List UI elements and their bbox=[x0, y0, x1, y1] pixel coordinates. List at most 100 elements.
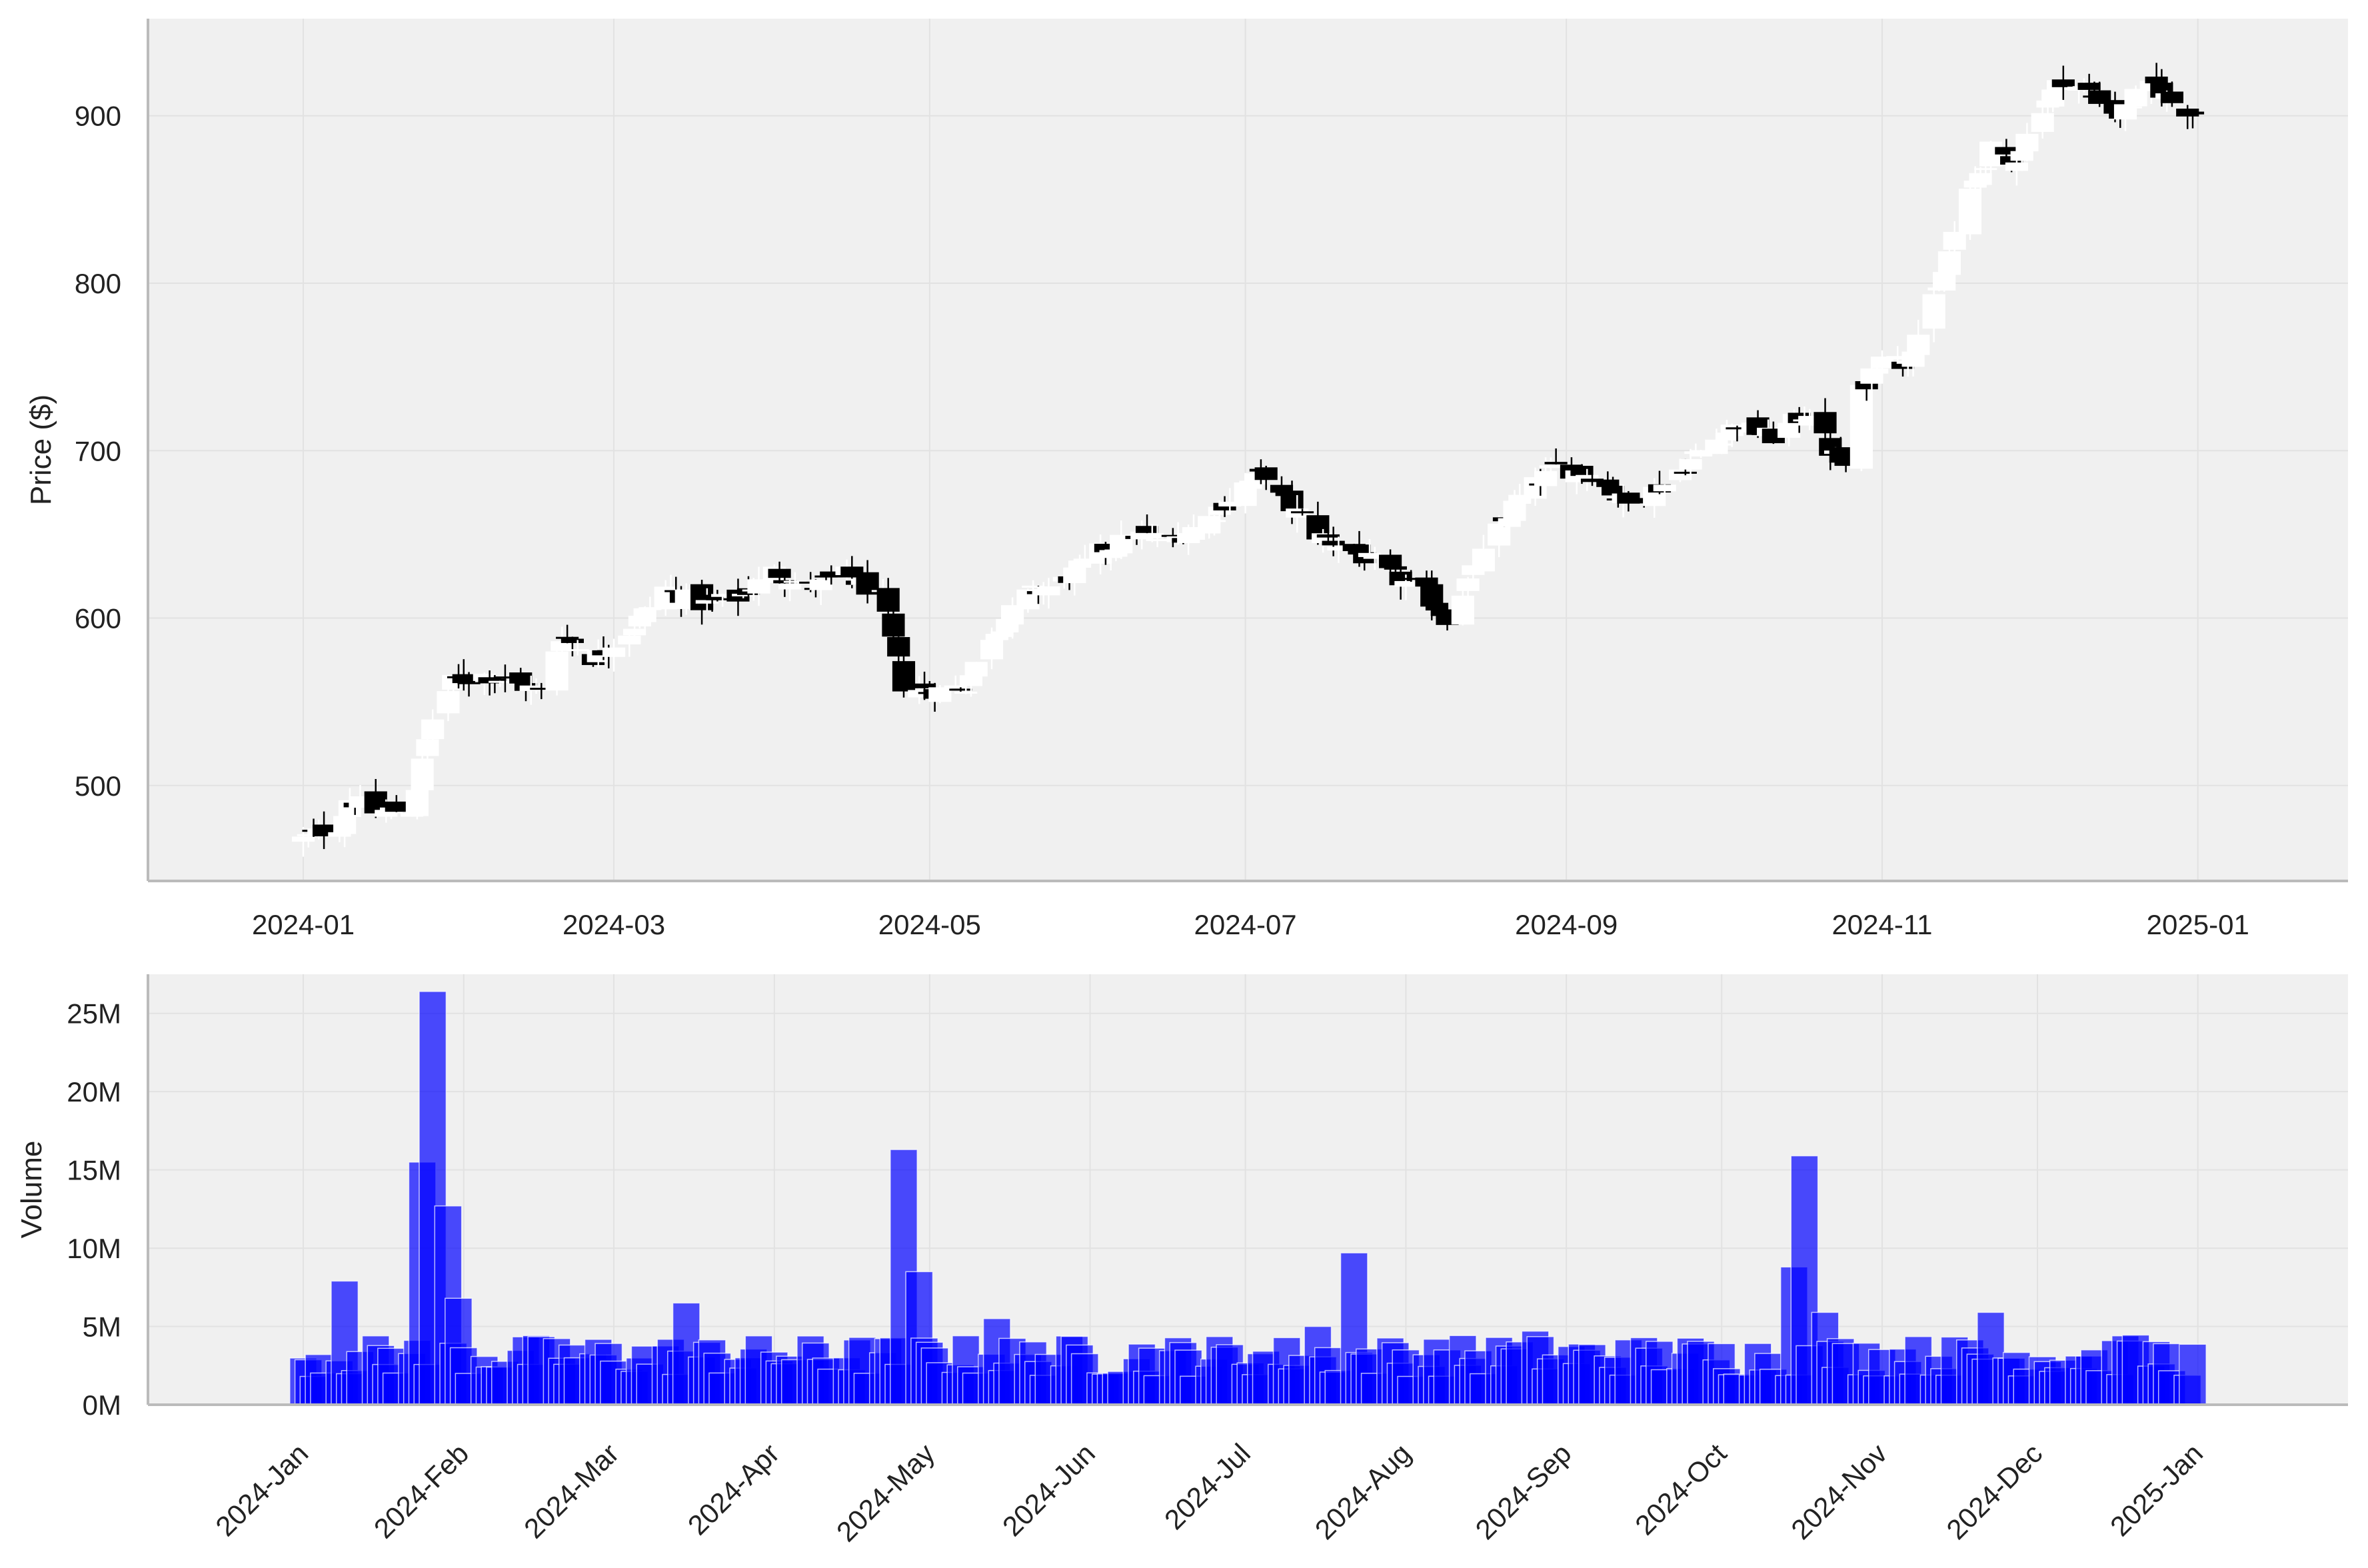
candle-body bbox=[1400, 578, 1423, 580]
candle-body bbox=[489, 680, 512, 683]
candle-body bbox=[1425, 602, 1449, 611]
candle-body bbox=[1726, 427, 1749, 430]
price-candles bbox=[291, 63, 2205, 857]
candle-body bbox=[2145, 76, 2168, 84]
candle-body bbox=[2041, 89, 2065, 107]
volume-plot-area bbox=[148, 974, 2348, 1405]
candle-body bbox=[1202, 520, 1226, 522]
candle-body bbox=[633, 608, 656, 622]
volume-bar bbox=[2179, 1343, 2207, 1405]
candle-body bbox=[602, 647, 626, 657]
candle-body bbox=[892, 661, 916, 692]
candle-body bbox=[566, 649, 589, 652]
candle-body bbox=[2005, 162, 2028, 171]
volume-y-tick-label: 5M bbox=[83, 1311, 121, 1343]
candle-body bbox=[530, 688, 553, 690]
candle-body bbox=[980, 640, 1004, 660]
volume-x-tick-label: 2024-Mar bbox=[518, 1437, 624, 1544]
candle-body bbox=[2051, 79, 2075, 87]
volume-x-tick-label: 2024-Feb bbox=[368, 1437, 475, 1544]
candle-body bbox=[1135, 526, 1159, 533]
candle-body bbox=[711, 594, 734, 597]
price-y-tick-label: 700 bbox=[75, 435, 121, 466]
volume-y-axis-title: Volume bbox=[15, 1141, 48, 1239]
candle-body bbox=[1813, 412, 1837, 434]
candle-body bbox=[1394, 580, 1418, 587]
candle-body bbox=[561, 638, 584, 643]
volume-y-tick-label: 15M bbox=[67, 1155, 121, 1186]
volume-x-tick-label: 2024-Aug bbox=[1309, 1437, 1417, 1545]
price-x-tick-label: 2024-11 bbox=[1831, 909, 1932, 940]
candle-body bbox=[1327, 546, 1350, 551]
price-gridlines bbox=[148, 19, 2348, 881]
candle-body bbox=[1503, 500, 1526, 521]
candle-body bbox=[1379, 554, 1402, 568]
candle-body bbox=[1943, 231, 1966, 250]
volume-y-tick-label: 20M bbox=[67, 1076, 121, 1108]
candle-body bbox=[1849, 385, 1873, 469]
candle-body bbox=[328, 832, 351, 837]
candle-body bbox=[509, 672, 533, 684]
volume-y-tick-labels: 0M 5M 10M 15M 20M 25M bbox=[67, 998, 121, 1421]
candle-body bbox=[783, 580, 806, 583]
candle-body bbox=[493, 676, 517, 679]
candle-body bbox=[1674, 471, 1697, 474]
candle-body bbox=[1907, 335, 1930, 355]
candle-body bbox=[1715, 432, 1739, 440]
candle-body bbox=[1198, 516, 1221, 534]
candle-body bbox=[333, 816, 357, 834]
candle-body bbox=[778, 583, 802, 590]
candle-body bbox=[2160, 91, 2184, 103]
candle-body bbox=[411, 758, 434, 790]
candle-body bbox=[1834, 458, 1857, 466]
candle-body bbox=[2031, 113, 2054, 132]
candle-body bbox=[1570, 466, 1594, 476]
price-x-tick-label: 2024-07 bbox=[1194, 909, 1297, 940]
candle-body bbox=[990, 631, 1014, 637]
volume-x-tick-label: 2024-Jul bbox=[1158, 1437, 1256, 1535]
volume-y-tick-label: 25M bbox=[67, 998, 121, 1030]
candle-body bbox=[1720, 424, 1744, 436]
candle-body bbox=[1705, 439, 1728, 454]
candle-body bbox=[416, 739, 439, 756]
volume-x-tick-label: 2024-Nov bbox=[1785, 1437, 1893, 1545]
candle-body bbox=[928, 687, 952, 702]
price-y-tick-label: 500 bbox=[75, 770, 121, 802]
price-x-tick-label: 2024-05 bbox=[878, 909, 981, 940]
candle-body bbox=[1161, 534, 1184, 537]
candle-body bbox=[2124, 89, 2147, 107]
candle-body bbox=[1922, 294, 1945, 329]
candle-body bbox=[1690, 450, 1713, 456]
candle-body bbox=[1270, 484, 1294, 493]
candle-body bbox=[985, 634, 1008, 640]
candle-body bbox=[1068, 560, 1092, 568]
candle-body bbox=[483, 678, 507, 682]
candle-body bbox=[1865, 369, 1889, 374]
candle-body bbox=[2077, 83, 2101, 90]
volume-x-tick-label: 2024-May bbox=[830, 1437, 940, 1547]
candle-body bbox=[291, 836, 315, 842]
volume-x-tick-label: 2025-Jan bbox=[2104, 1437, 2209, 1542]
candle-body bbox=[1140, 533, 1164, 538]
volume-panel: 0M 5M 10M 15M 20M 25M 2024-Jan 2024-Feb 2024-Ma… bbox=[15, 974, 2348, 1547]
candle-body bbox=[944, 685, 967, 688]
candle-body bbox=[1668, 469, 1692, 480]
candle-body bbox=[1974, 168, 1997, 171]
candle-body bbox=[1710, 443, 1734, 446]
candle-body bbox=[1213, 502, 1236, 510]
candle-body bbox=[964, 662, 988, 677]
candle-body bbox=[1146, 539, 1169, 542]
candle-body bbox=[1322, 540, 1345, 546]
price-x-tick-label: 2025-01 bbox=[2147, 909, 2249, 940]
candle-body bbox=[1456, 578, 1480, 591]
candle-body bbox=[1933, 272, 1956, 291]
price-y-tick-labels: 500 600 700 800 900 bbox=[75, 101, 121, 802]
candle-body bbox=[452, 674, 475, 684]
volume-x-tick-label: 2024-Oct bbox=[1629, 1437, 1733, 1541]
volume-y-tick-label: 10M bbox=[67, 1233, 121, 1264]
candle-body bbox=[1363, 556, 1386, 559]
price-y-axis-title: Price ($) bbox=[25, 394, 57, 505]
candle-body bbox=[695, 600, 718, 604]
